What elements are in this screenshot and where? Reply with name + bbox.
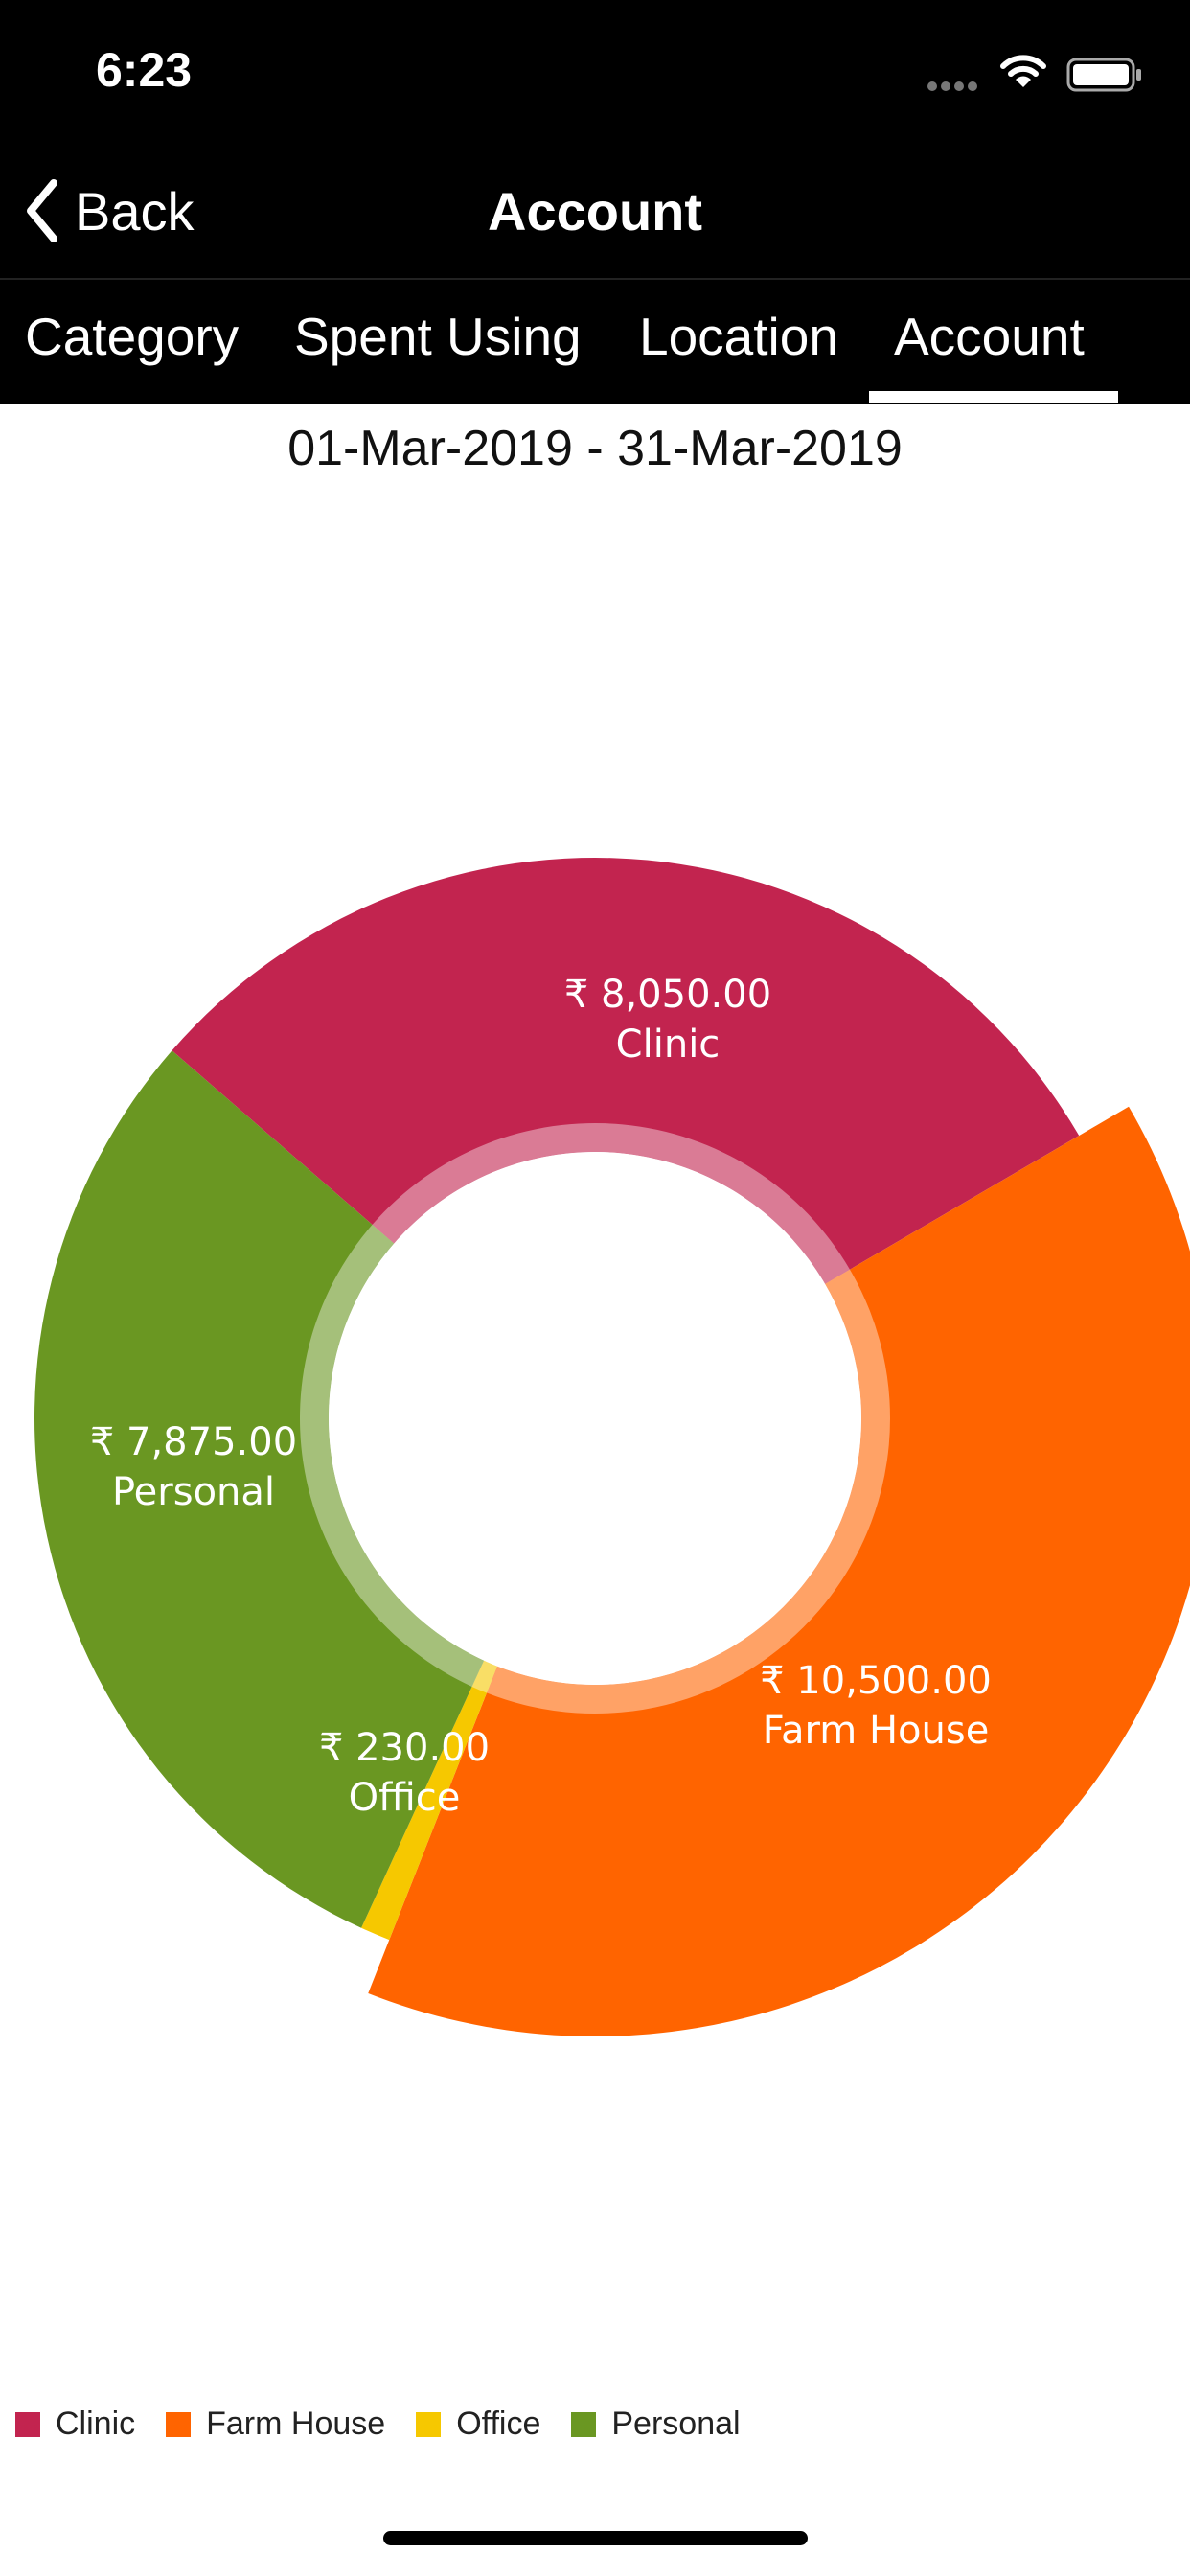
slice-name-clinic: Clinic: [615, 1023, 721, 1067]
legend-swatch-office: [416, 2411, 442, 2437]
donut-hole: [329, 1152, 861, 1685]
slice-name-farm-house: Farm House: [762, 1709, 990, 1753]
home-indicator: [383, 2531, 808, 2545]
slice-value-farm-house: ₹ 10,500.00: [760, 1659, 992, 1703]
slice-clinic[interactable]: [172, 857, 1080, 1284]
legend-item-farm-house: Farm House: [166, 2405, 385, 2443]
slice-name-personal: Personal: [111, 1470, 276, 1514]
status-bar: 6:23: [0, 0, 1190, 144]
slice-value-clinic: ₹ 8,050.00: [563, 973, 772, 1017]
legend-item-office: Office: [416, 2405, 540, 2443]
slice-personal[interactable]: [34, 1050, 485, 1928]
inner-ring-farm-house: [486, 1269, 890, 1714]
navigation-bar: Back Account: [0, 144, 1190, 280]
date-range: 01-Mar-2019 - 31-Mar-2019: [287, 421, 903, 476]
legend-item-clinic: Clinic: [15, 2405, 135, 2443]
slice-value-office: ₹ 230.00: [318, 1726, 491, 1770]
slice-office[interactable]: [361, 1660, 497, 1941]
back-label: Back: [75, 180, 195, 242]
legend-swatch-clinic: [15, 2411, 40, 2437]
tab-location[interactable]: Location: [639, 307, 838, 366]
tab-selected-indicator: [869, 391, 1118, 402]
slice-label-farm-house: ₹ 10,500.00 Farm House: [760, 1656, 992, 1756]
slice-label-office: ₹ 230.00 Office: [319, 1723, 490, 1823]
chart-legend: Clinic Farm House Office Personal: [15, 2405, 771, 2443]
back-button[interactable]: Back: [23, 172, 195, 249]
wifi-icon: [1000, 55, 1046, 87]
legend-swatch-farm-house: [166, 2411, 192, 2437]
slice-label-personal: ₹ 7,875.00 Personal: [90, 1417, 297, 1517]
slice-value-personal: ₹ 7,875.00: [89, 1420, 298, 1464]
slice-label-clinic: ₹ 8,050.00 Clinic: [564, 970, 771, 1070]
donut-chart: [34, 857, 1190, 2036]
legend-label-office: Office: [456, 2405, 541, 2442]
inner-ring-office: [471, 1660, 497, 1693]
slice-farm-house[interactable]: [368, 1106, 1190, 2036]
slice-name-office: Office: [348, 1776, 461, 1820]
tab-bar: Category Spent Using Location Account: [0, 280, 1190, 404]
inner-ring-personal: [299, 1224, 485, 1687]
chevron-left-icon: [27, 179, 57, 242]
battery-icon: [1066, 58, 1141, 92]
legend-item-personal: Personal: [571, 2405, 741, 2443]
tab-spent-using[interactable]: Spent Using: [294, 307, 582, 366]
page-title: Account: [488, 181, 702, 242]
signal-dots-icon: [927, 79, 981, 96]
inner-ring-clinic: [372, 1123, 850, 1284]
status-time: 6:23: [96, 43, 193, 97]
legend-label-farm-house: Farm House: [206, 2405, 386, 2442]
legend-label-personal: Personal: [611, 2405, 741, 2442]
tab-account[interactable]: Account: [894, 307, 1085, 366]
legend-label-clinic: Clinic: [56, 2405, 136, 2442]
tab-category[interactable]: Category: [25, 307, 240, 366]
legend-swatch-personal: [571, 2411, 597, 2437]
